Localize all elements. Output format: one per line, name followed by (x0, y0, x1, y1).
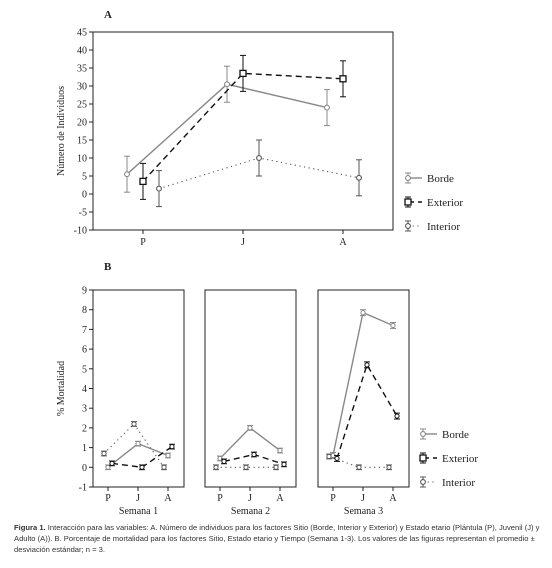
panel-b-legend-borde-label: Borde (442, 429, 469, 441)
panel-b-sub1-ytick-label: 1 (82, 443, 87, 454)
panel-b-sub2-exterior-point-j (251, 451, 257, 458)
panel-a-exterior-point-p (139, 177, 147, 186)
panel-a-interior-point-j (256, 155, 262, 161)
panel-b-sub1-xtick-label: P (105, 493, 111, 504)
panel-b-sub2-borde-line (219, 426, 281, 459)
panel-b-sub3-exterior-point-a (394, 413, 400, 419)
panel-b-sub3-exterior-point-j (364, 362, 370, 368)
figure-caption: Figura 1. Interacción para las variables… (14, 522, 542, 555)
panel-a-ytick-label: 0 (82, 190, 87, 201)
panel-a-ytick-label: 40 (77, 46, 87, 57)
panel-b-sub2-exterior-point-p (221, 458, 227, 464)
panel-a-legend-borde-label: Borde (427, 173, 454, 185)
panel-b-legend-borde-marker (420, 431, 426, 437)
panel-a-exterior-point-a (339, 75, 347, 83)
panel-b-sub2-borde-point-j (247, 425, 253, 431)
panel-b-sub3-title: Semana 3 (344, 506, 383, 517)
panel-a-legend-exterior-label: Exterior (427, 197, 463, 209)
panel-b-sub1-exterior-point-a (169, 444, 175, 450)
panel-a-ytick-label: 45 (77, 28, 87, 39)
panel-a-borde-point-j (224, 81, 230, 88)
panel-a-interior-point-a (356, 174, 362, 181)
panel-b-sub1-ytick-label: 5 (82, 364, 87, 375)
panel-a-exterior-line (142, 72, 344, 182)
panel-a-ytick-label: 35 (77, 64, 87, 75)
panel-a-borde-point-p (124, 171, 130, 178)
panel-b-sub1-xtick-label: J (136, 493, 140, 504)
panel-b-y-axis-title: % Mortalidad (56, 361, 67, 416)
panel-a-ytick-label: 20 (77, 118, 87, 129)
panel-a-borde-point-a (324, 104, 330, 111)
panel-b-sub3-exterior-line (336, 363, 398, 459)
panel-b-sub1-ytick-label: 9 (82, 286, 87, 297)
panel-b-sub2-interior-point-a (273, 464, 279, 470)
panel-b-sub1-ytick-label: 4 (82, 384, 87, 395)
panel-b-sub3-interior-point-a (386, 464, 392, 470)
panel-b-sub3-xtick-label: A (389, 493, 397, 504)
panel-a-exterior-point-j (239, 69, 247, 78)
panel-b-legend-exterior-label: Exterior (442, 453, 478, 465)
panel-b-sub3-interior-point-p (326, 453, 332, 460)
caption-label: Figura 1. (14, 523, 46, 532)
panel-a-y-axis-title: Número de Individuos (56, 86, 67, 176)
panel-b-sub1-borde-point-p (105, 464, 111, 470)
panel-a-ytick-label: 5 (82, 172, 87, 183)
panel-a-ytick-label: 15 (77, 136, 87, 147)
panel-a-legend-interior-marker (405, 223, 411, 229)
panel-b-sub3-interior-line (328, 455, 389, 468)
panel-b-sub1-exterior-point-p (109, 460, 115, 466)
panel-b-sub2-interior-point-p (213, 464, 219, 470)
panel-b-sub1-interior-point-a (161, 464, 167, 470)
panel-b-sub2-xtick-label: A (276, 493, 284, 504)
panel-b-sub1-xtick-label: A (164, 493, 172, 504)
panel-b-sub3-borde-line (332, 311, 394, 456)
panel-b-legend-exterior-marker (419, 454, 427, 462)
panel-b-sub3-borde-point-a (390, 322, 396, 329)
panel-a-ytick-label: -5 (79, 208, 87, 219)
panel-b-sub1-borde-point-j (135, 441, 141, 447)
panel-b-sub1-ytick-label: 6 (82, 345, 87, 356)
panel-a-ytick-label: 10 (77, 154, 87, 165)
panel-a-ytick-label: 30 (77, 82, 87, 93)
panel-b-sub2-interior-point-j (243, 464, 249, 470)
panel-b-sub1-exterior-point-j (139, 464, 145, 470)
panel-b-sub1-ytick-label: 7 (82, 325, 87, 336)
panel-a-ytick-label: -10 (74, 226, 87, 237)
panel-b-legend-interior-marker (420, 479, 426, 485)
panel-a-legend-borde-marker (405, 175, 411, 181)
panel-b-sub1-interior-point-j (131, 421, 137, 427)
panel-b-sub1-ytick-label: 8 (82, 305, 87, 316)
panel-b-label: B (104, 261, 112, 273)
panel-b-sub2-title: Semana 2 (231, 506, 270, 517)
panel-b-sub1-ytick-label: 0 (82, 463, 87, 474)
panel-b-sub3-borde-point-j (360, 310, 366, 316)
panel-a-legend-exterior-marker (404, 198, 412, 206)
panel-b-sub2-exterior-point-a (281, 461, 287, 467)
panel-b-sub2-borde-point-a (277, 447, 283, 454)
panel-a-label: A (104, 9, 112, 21)
panel-a-xtick-label: A (339, 237, 347, 248)
panel-b-sub1-ytick-label: -1 (79, 483, 87, 494)
panel-b-sub2-xtick-label: P (217, 493, 223, 504)
panel-b-sub1-title: Semana 1 (119, 506, 158, 517)
panel-b-sub2-borde-point-p (217, 455, 223, 462)
panel-a-interior-point-p (156, 185, 162, 192)
panel-b-sub1-interior-point-p (101, 450, 107, 457)
panel-b-sub2-xtick-label: J (248, 493, 252, 504)
panel-b-sub3-xtick-label: P (330, 493, 336, 504)
panel-a-xtick-label: P (140, 237, 146, 248)
panel-a-xtick-label: J (241, 237, 245, 248)
panel-b-sub3-xtick-label: J (361, 493, 365, 504)
panel-a-legend-interior-label: Interior (427, 221, 460, 233)
panel-b-sub1-ytick-label: 3 (82, 404, 87, 415)
panel-b-sub1-borde-point-a (165, 452, 171, 459)
panel-b-sub1-ytick-label: 2 (82, 423, 87, 434)
panel-b-legend-interior-label: Interior (442, 477, 475, 489)
panel-a-ytick-label: 25 (77, 100, 87, 111)
panel-b-sub3-interior-point-j (356, 464, 362, 470)
caption-text: Interacción para las variables: A. Númer… (14, 523, 540, 554)
